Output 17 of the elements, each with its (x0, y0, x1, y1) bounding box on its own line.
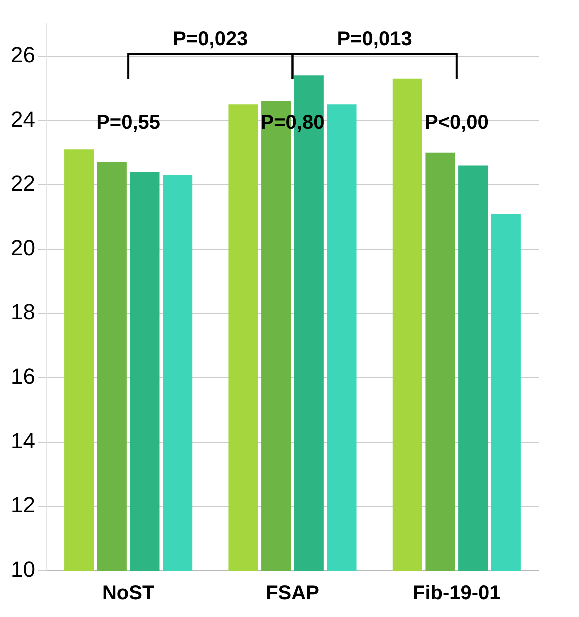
y-tick-label: 18 (10, 300, 36, 325)
x-tick-label: FSAP (266, 582, 320, 605)
x-tick-label: Fib-19-01 (413, 582, 501, 605)
y-tick-label: 10 (10, 557, 36, 582)
y-tick-label: 16 (10, 364, 36, 390)
y-tick-label: 22 (10, 171, 36, 196)
y-tick-label: 12 (10, 492, 36, 518)
y-tick-label: 26 (10, 42, 36, 68)
y-tick-label: 14 (10, 428, 36, 454)
annotation: P=0,023 (173, 28, 248, 51)
annotation: P<0,00 (424, 112, 489, 134)
annotation: P=0,013 (337, 28, 412, 51)
y-tick-label: 24 (10, 106, 36, 132)
annotation: P=0,55 (96, 112, 161, 134)
annotation: P=0,80 (260, 112, 325, 134)
x-tick-label: NoST (102, 582, 155, 605)
y-tick-label: 20 (10, 235, 36, 260)
